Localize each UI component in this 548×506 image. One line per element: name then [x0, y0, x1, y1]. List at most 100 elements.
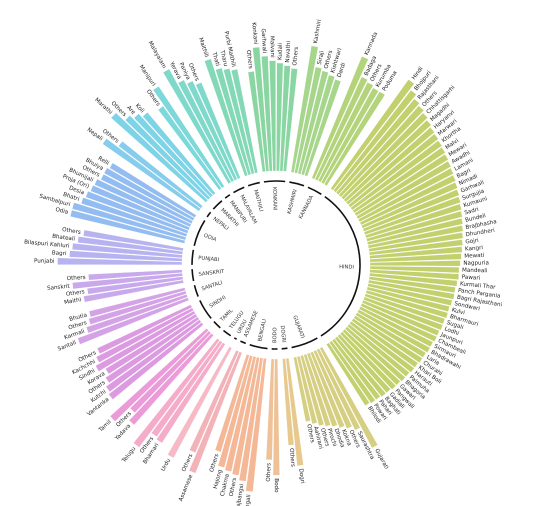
bar-bengali-3 [224, 355, 257, 472]
bar-sanskrit-0 [83, 279, 184, 303]
bar-gujarati-5 [303, 353, 331, 427]
group-arc-kashmiri [289, 181, 305, 187]
bar-telugu-0 [156, 342, 226, 444]
bar-label: Others [266, 463, 273, 482]
bar-hindi-37 [360, 302, 438, 342]
bar-konkani-3 [269, 60, 277, 172]
bar-label: Malvani [269, 36, 275, 58]
bar-label: Nepali [86, 127, 104, 142]
group-arc-assamese [240, 340, 247, 345]
bar-maithili-3 [230, 68, 259, 174]
bar-label: Lodhi [443, 326, 460, 337]
bar-label: Others [68, 320, 88, 331]
bar-malayalam-2 [186, 80, 238, 181]
bar-label: Bengali [244, 494, 252, 506]
group-arc-nepali [206, 211, 212, 218]
bar-hindi-7 [348, 133, 439, 208]
bar-sanskrit-2 [72, 272, 183, 290]
bar-hindi-4 [341, 112, 428, 200]
bar-label: Maithili [197, 37, 209, 58]
bar-hindi-11 [356, 160, 452, 220]
bar-label: Others [67, 275, 86, 282]
group-label-punjabi: PUNJABI [198, 255, 220, 263]
bar-label: Relli [97, 156, 111, 167]
bar-label: Others [292, 47, 300, 66]
bar-label: Bhutia [69, 313, 88, 323]
bar-sindhi-1 [105, 319, 202, 393]
group-arc-sanskrit [191, 269, 195, 282]
bar-sindhi-2 [105, 316, 200, 384]
group-arc-dogri [281, 347, 288, 350]
bar-odia-0 [69, 209, 186, 244]
bar-label: Marathi [93, 97, 113, 116]
bar-kashmiri-1 [294, 66, 323, 174]
group-label-konkani: KONKANI [271, 187, 277, 211]
bar-konkani-5 [279, 65, 291, 172]
bar-hindi-52 [326, 342, 370, 407]
bar-label: Assamese [178, 473, 194, 502]
bar-label: Chakma [220, 473, 231, 497]
bar-hindi-24 [369, 253, 462, 263]
bar-konkani-6 [283, 68, 298, 172]
bar-hindi-33 [365, 289, 449, 319]
bar-hindi-50 [331, 338, 381, 400]
bar-hindi-21 [368, 232, 464, 252]
bar-punjabi-2 [71, 242, 183, 259]
bar-hindi-49 [334, 336, 387, 398]
bar-label: Malayalam [147, 40, 167, 69]
bar-label: Rajbangsi [235, 483, 245, 506]
bar-label: Kannada [364, 31, 379, 56]
bar-hindi-25 [369, 260, 461, 267]
bar-hindi-36 [361, 299, 440, 337]
bar-punjabi-4 [82, 229, 184, 252]
bar-hindi-46 [342, 328, 401, 386]
bar-label: Bhatri [62, 192, 80, 203]
bar-odia-7 [103, 167, 195, 222]
bar-label: Siraji [317, 50, 326, 65]
bar-hindi-2 [335, 98, 420, 195]
bar-kashmiri-4 [304, 78, 342, 177]
bar-tamil-1 [129, 330, 212, 414]
bar-label: Others [66, 289, 86, 298]
bar-hindi-43 [349, 320, 415, 373]
bar-punjabi-3 [77, 236, 184, 255]
bar-santali-0 [77, 297, 190, 345]
bar-malayalam-1 [177, 79, 235, 183]
bar-label: Others [229, 477, 238, 497]
bar-konkani-2 [261, 55, 273, 172]
bar-kannada-1 [314, 76, 368, 181]
group-label-santali: SANTALI [201, 280, 224, 293]
group-arc-manipuri [224, 194, 231, 199]
bar-hindi-17 [364, 203, 462, 239]
group-arc-bengali [249, 344, 268, 350]
group-arc-urdu [233, 337, 238, 340]
bar-hindi-41 [353, 315, 423, 364]
bar-konkani-4 [276, 62, 284, 172]
bar-label: Tharu [218, 49, 228, 68]
bar-bengali-2 [231, 356, 260, 476]
bar-label: Navathi [285, 40, 292, 62]
bar-maithili-1 [215, 67, 252, 176]
bar-malayalam-0 [162, 68, 232, 185]
bar-label: Others [324, 50, 334, 70]
bar-gujarati-0 [319, 346, 379, 449]
bar-kannada-0 [311, 56, 369, 180]
bar-hindi-51 [328, 340, 376, 404]
bar-odia-4 [90, 184, 191, 231]
bar-label: Punjabi [34, 258, 55, 264]
bar-marathi-3 [142, 111, 216, 196]
bar-label: Manipuri [138, 64, 157, 88]
bar-urdu-0 [167, 346, 233, 459]
bar-odia-5 [94, 178, 192, 228]
bar-kannada-4 [323, 91, 386, 187]
bar-maithili-0 [204, 58, 248, 177]
bar-gujarati-4 [306, 352, 338, 428]
bar-sanskrit-1 [86, 276, 184, 295]
group-arc-maithili [247, 181, 260, 187]
bar-telugu-2 [133, 338, 220, 448]
bar-label: Nagpuria [463, 260, 489, 266]
bar-gujarati-1 [316, 348, 361, 431]
group-label-kannada: KANNADA [298, 194, 315, 220]
group-label-maithili: MAITHILI [252, 189, 264, 213]
